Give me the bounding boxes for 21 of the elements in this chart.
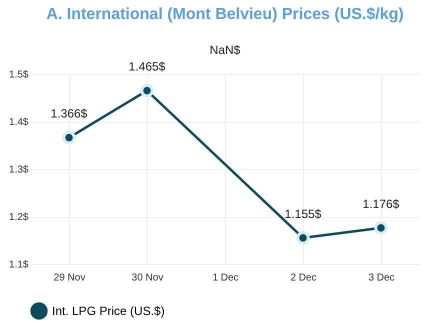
data-label: 1.465$: [128, 60, 166, 74]
x-tick-label: 2 Dec: [290, 272, 317, 284]
x-tick-label: 1 Dec: [212, 272, 239, 284]
chart-title: A. International (Mont Belvieu) Prices (US.$/kg): [46, 6, 404, 23]
y-tick-label: 1.5$: [9, 70, 29, 80]
point: [374, 221, 388, 235]
x-tick-label: 30 Nov: [132, 272, 164, 284]
point: [140, 84, 154, 98]
x-tick-label: 29 Nov: [54, 272, 86, 284]
y-tick-label: 1.4$: [9, 117, 29, 128]
point: [62, 130, 76, 144]
data-label: 1.366$: [50, 106, 88, 121]
data-label: 1.155$: [284, 206, 322, 221]
y-tick-label: 1.1$: [9, 260, 29, 270]
y-tick-label: 1.2$: [9, 212, 29, 223]
y-tick-label: 1.3$: [9, 164, 29, 176]
legend-label: Int. LPG Price (US.$): [52, 304, 165, 318]
point: [296, 231, 310, 245]
text: NaN$: [210, 43, 240, 57]
x-tick-label: 3 Dec: [368, 272, 395, 284]
data-label: 1.176$: [362, 196, 400, 211]
